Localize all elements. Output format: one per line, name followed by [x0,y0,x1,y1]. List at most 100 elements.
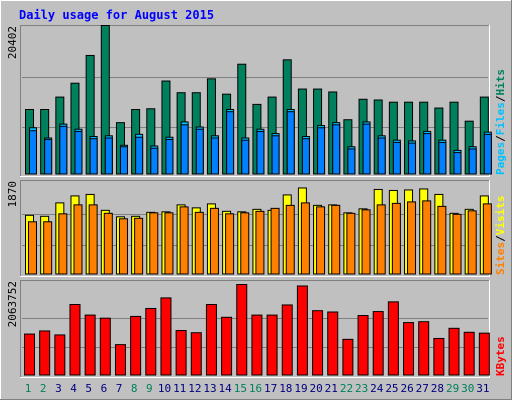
axis-label-part-visits-2: Visits [494,196,507,236]
bar-sites-11 [179,206,189,275]
bar-kbytes-28 [433,337,445,376]
bar-pages-24 [377,137,386,175]
bar-pages-15 [241,139,250,175]
bar-pages-30 [468,148,477,175]
bar-sites-20 [316,206,326,275]
bar-pages-28 [438,141,447,175]
day-label-12: 12 [188,382,201,395]
axis-label-part-hits-3: / [494,95,507,102]
bar-sites-30 [467,210,477,275]
bar-pages-21 [332,124,341,175]
day-label-16: 16 [249,382,262,395]
bar-sites-25 [391,202,401,275]
axis-label-part-visits-1: / [494,235,507,242]
bar-sites-9 [149,212,159,275]
bar-kbytes-23 [357,315,369,376]
bar-kbytes-30 [463,331,475,376]
day-label-23: 23 [355,382,368,395]
axis-label-visits: Sites/Visits [494,196,507,276]
bar-pages-1 [29,130,37,175]
day-label-13: 13 [203,382,216,395]
bar-sites-5 [88,204,98,275]
bar-pages-16 [256,130,265,175]
max-label-hits: 20402 [6,26,19,59]
bar-sites-29 [452,213,462,275]
bar-pages-14 [226,111,235,175]
bar-pages-19 [301,138,310,175]
bar-pages-26 [408,142,417,175]
axis-label-hits: Pages/Files/Hits [494,69,507,175]
bar-kbytes-10 [160,297,172,376]
bar-kbytes-9 [145,307,157,376]
day-label-11: 11 [173,382,186,395]
bar-kbytes-1 [24,333,35,376]
bar-pages-8 [135,136,144,175]
bar-pages-22 [347,148,356,175]
bar-sites-26 [407,201,417,275]
day-label-28: 28 [431,382,444,395]
day-label-25: 25 [385,382,398,395]
bar-pages-7 [119,146,128,175]
bar-pages-11 [180,124,189,175]
day-label-2: 2 [40,382,47,395]
bar-kbytes-4 [69,304,81,376]
bar-pages-4 [74,130,83,175]
bar-pages-6 [104,137,113,175]
axis-label-part-hits-2: Files [494,102,507,135]
bar-kbytes-13 [205,304,217,376]
bar-pages-23 [362,123,371,175]
bar-kbytes-26 [403,322,415,376]
max-label-kbytes: 2063752 [6,281,19,327]
day-label-5: 5 [85,382,92,395]
bar-sites-13 [209,207,219,275]
axis-label-part-kbytes-0: KBytes [494,336,507,376]
day-label-30: 30 [461,382,474,395]
day-label-15: 15 [234,382,247,395]
bar-sites-22 [346,212,356,275]
max-label-visits: 1870 [6,181,19,208]
day-label-24: 24 [370,382,384,395]
axis-label-kbytes: KBytes [494,336,507,376]
day-label-18: 18 [279,382,292,395]
bar-pages-5 [89,138,98,175]
bar-sites-2 [43,221,53,275]
bar-pages-9 [150,147,159,175]
bar-pages-13 [210,137,219,175]
bar-sites-14 [225,213,235,275]
bar-sites-24 [376,204,386,275]
chart-title: Daily usage for August 2015 [19,8,214,22]
bar-sites-7 [118,218,128,275]
bar-pages-2 [44,138,53,175]
bar-kbytes-15 [236,284,248,376]
day-label-6: 6 [101,382,108,395]
bar-sites-3 [58,213,68,275]
bar-kbytes-11 [175,330,187,376]
bar-kbytes-6 [99,317,111,376]
bar-sites-31 [482,203,492,275]
bar-sites-17 [270,207,280,275]
bar-sites-28 [437,205,447,275]
axis-label-part-hits-1: / [494,135,507,142]
day-label-19: 19 [294,382,307,395]
bar-pages-27 [423,133,432,175]
bar-sites-19 [300,202,310,275]
bar-kbytes-5 [84,314,96,376]
bar-kbytes-24 [372,311,384,376]
bar-sites-18 [285,204,295,275]
bar-kbytes-2 [39,330,51,376]
bar-sites-16 [255,210,265,275]
bar-kbytes-29 [448,327,460,376]
axis-label-part-hits-0: Pages [494,142,507,175]
bar-pages-3 [59,125,68,175]
day-label-26: 26 [400,382,413,395]
day-label-29: 29 [446,382,459,395]
day-label-22: 22 [340,382,353,395]
day-label-7: 7 [116,382,123,395]
day-label-3: 3 [55,382,62,395]
bar-kbytes-22 [342,338,354,376]
day-label-1: 1 [25,382,32,395]
day-label-27: 27 [416,382,429,395]
axis-label-part-visits-0: Sites [494,242,507,275]
